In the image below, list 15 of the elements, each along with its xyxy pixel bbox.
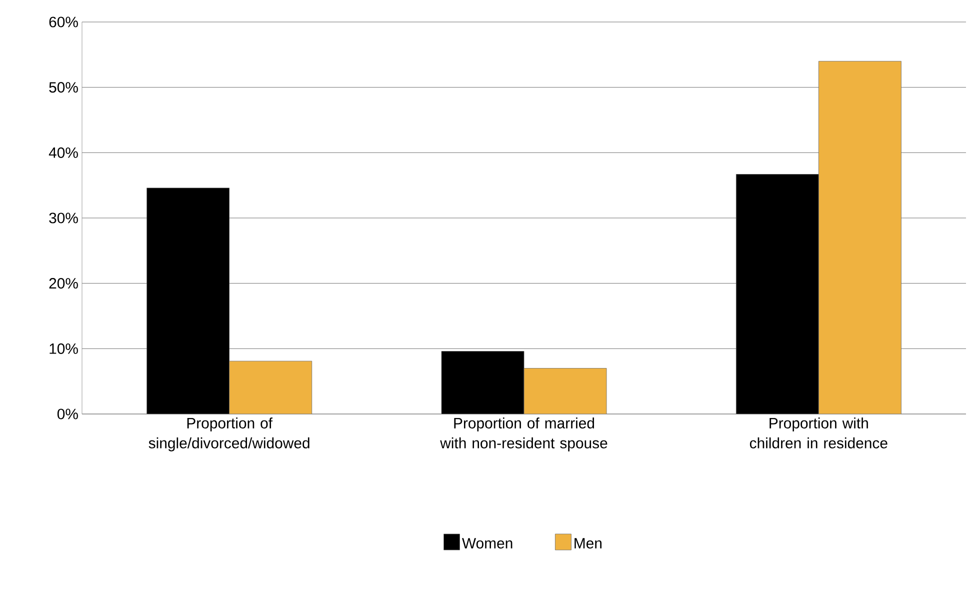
y-tick-label: 10% [50, 343, 78, 354]
x-tick-label: Proportion of single/divorced/widowed [148, 418, 310, 452]
y-tick-label: 60% [49, 16, 78, 28]
y-tick-label: 30% [49, 212, 78, 224]
bar [818, 60, 902, 414]
y-tick-label: 20% [49, 278, 78, 289]
legend-label: Women [462, 538, 512, 549]
y-tick-label: 40% [48, 147, 78, 158]
y-tick-label: 50% [49, 82, 78, 93]
bar [229, 360, 312, 414]
y-tick-label: 0% [57, 408, 78, 420]
x-tick-label: Proportion of married with non-resident spouse [440, 418, 608, 452]
x-tick-label: Proportion with children in residence [750, 418, 888, 448]
legend-label: Men [574, 538, 602, 549]
bar [524, 368, 607, 414]
